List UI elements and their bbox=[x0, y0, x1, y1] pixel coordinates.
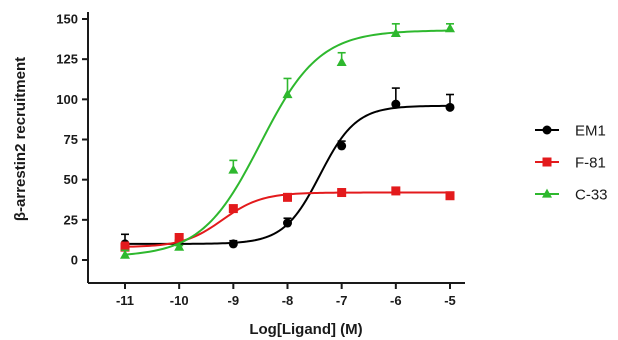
x-tick-label: -9 bbox=[228, 293, 240, 308]
data-point-em1 bbox=[283, 218, 292, 228]
x-tick-label: -8 bbox=[282, 293, 294, 308]
data-point-f-81 bbox=[228, 204, 238, 214]
x-tick-label: -7 bbox=[336, 293, 348, 308]
x-tick-label: -6 bbox=[390, 293, 402, 308]
data-point-c-33 bbox=[228, 164, 239, 174]
series-layer bbox=[120, 23, 455, 259]
data-point-f-81 bbox=[337, 188, 347, 198]
legend-marker-c-33 bbox=[542, 188, 552, 198]
data-point-f-81 bbox=[445, 191, 455, 201]
data-point-em1 bbox=[228, 239, 238, 249]
data-point-f-81 bbox=[120, 242, 130, 252]
data-point-f-81 bbox=[174, 233, 184, 243]
data-point-c-33 bbox=[282, 89, 293, 99]
y-axis-title: β-arrestin2 recruitment bbox=[12, 57, 29, 221]
data-point-em1 bbox=[337, 141, 347, 151]
series-em1 bbox=[120, 87, 455, 249]
y-tick-label: 150 bbox=[56, 12, 78, 27]
y-tick-label: 25 bbox=[64, 212, 78, 227]
plot-area: 0 25 50 75 100 125 150 -11 -10 -9 -8 -7 -6 -5 bbox=[56, 12, 465, 308]
legend-marker-f-81 bbox=[542, 157, 552, 167]
data-point-c-33 bbox=[174, 241, 185, 251]
legend-marker-em1 bbox=[542, 125, 552, 135]
series-f-81 bbox=[120, 186, 455, 252]
data-point-c-33 bbox=[336, 56, 347, 66]
y-tick-label: 100 bbox=[56, 92, 78, 107]
y-axis-ticks: 0 25 50 75 100 125 150 bbox=[56, 12, 88, 268]
y-tick-label: 125 bbox=[56, 52, 78, 67]
y-tick-label: 0 bbox=[71, 253, 78, 268]
data-point-f-81 bbox=[391, 186, 401, 196]
series-c-33 bbox=[120, 23, 455, 259]
x-axis-title: Log[Ligand] (M) bbox=[249, 321, 362, 338]
legend-item-em1: EM1 bbox=[535, 123, 606, 140]
legend-label: EM1 bbox=[575, 123, 606, 140]
legend-label: F-81 bbox=[575, 155, 606, 172]
legend: EM1 F-81 C-33 bbox=[535, 123, 608, 204]
data-point-f-81 bbox=[283, 192, 292, 202]
legend-label: C-33 bbox=[575, 187, 608, 204]
legend-item-c-33: C-33 bbox=[535, 187, 608, 204]
y-tick-label: 75 bbox=[64, 132, 78, 147]
data-point-c-33 bbox=[120, 249, 130, 259]
x-tick-label: -5 bbox=[444, 293, 456, 308]
x-tick-label: -10 bbox=[170, 293, 189, 308]
x-tick-label: -11 bbox=[116, 293, 134, 308]
x-axis-ticks: -11 -10 -9 -8 -7 -6 -5 bbox=[116, 283, 456, 308]
data-point-em1 bbox=[391, 99, 401, 109]
data-point-c-33 bbox=[390, 28, 401, 38]
data-point-em1 bbox=[445, 102, 455, 112]
data-point-c-33 bbox=[445, 23, 455, 33]
y-tick-label: 50 bbox=[64, 172, 78, 187]
legend-item-f-81: F-81 bbox=[535, 155, 606, 172]
